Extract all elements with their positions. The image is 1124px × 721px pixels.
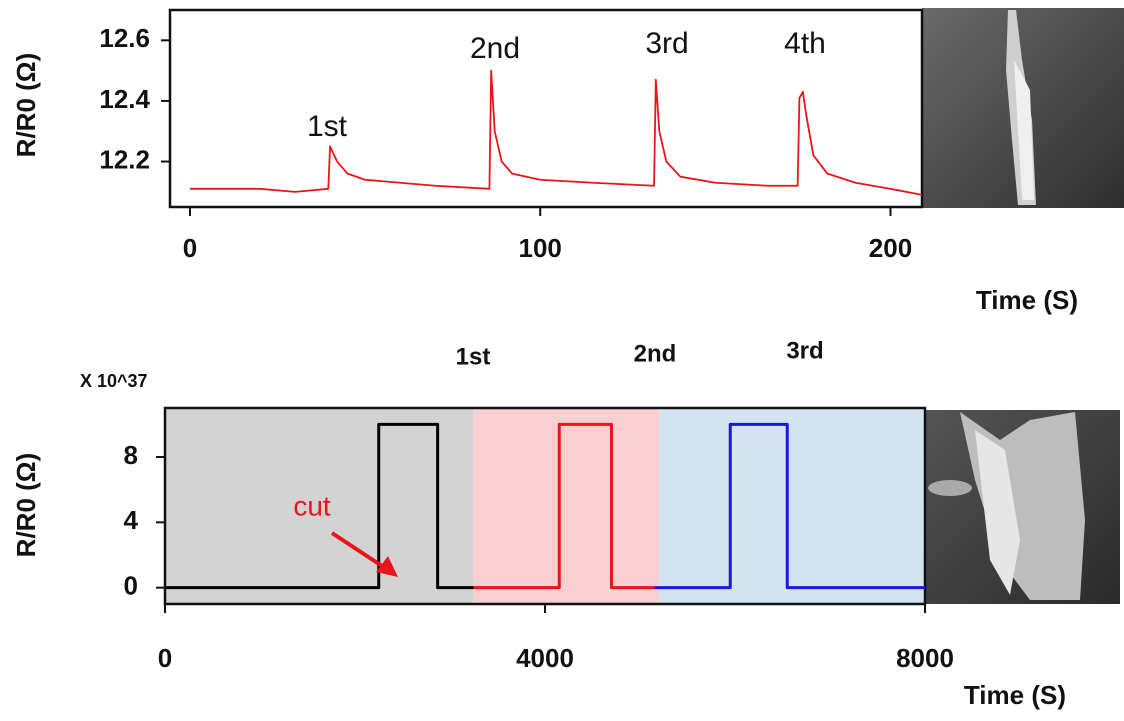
y-axis-title: R/R0 (Ω) (11, 453, 41, 558)
x-axis-title: Time (S) (964, 680, 1066, 710)
y-tick-label: 8 (124, 440, 138, 470)
x-tick-label: 8000 (896, 643, 954, 673)
shaded-span (165, 408, 474, 604)
annotation-arrow (330, 531, 387, 570)
data-line (473, 422, 655, 590)
annotation: 1st (307, 110, 348, 143)
y-multiplier: X 10^37 (80, 371, 148, 391)
data-line (189, 69, 923, 196)
y-tick-label: 12.2 (99, 144, 150, 174)
annotation: 4th (784, 27, 826, 60)
y-tick-label: 12.4 (99, 84, 150, 114)
data-line (165, 422, 474, 590)
annotation: 3rd (786, 337, 823, 364)
y-tick-label: 0 (124, 571, 138, 601)
x-tick-label: 0 (158, 643, 172, 673)
sem-image-bottom (925, 410, 1120, 604)
y-axis-title: R/R0 (Ω) (11, 53, 41, 158)
annotation-arrowhead (376, 556, 398, 577)
shaded-span (473, 408, 659, 604)
x-tick-label: 200 (869, 233, 912, 263)
annotation: 3rd (645, 27, 688, 60)
plot-frame (168, 8, 924, 209)
annotation: 1st (456, 343, 491, 370)
x-axis-title: Time (S) (976, 285, 1078, 315)
y-tick-label: 12.6 (99, 23, 150, 53)
x-tick-label: 100 (519, 233, 562, 263)
annotation: 2nd (634, 340, 677, 367)
data-line (654, 422, 925, 590)
sem-image-top (922, 8, 1124, 208)
annotation: cut (293, 490, 331, 521)
x-tick-label: 4000 (516, 643, 574, 673)
y-tick-label: 4 (124, 505, 139, 535)
shaded-span (659, 408, 925, 604)
x-tick-label: 0 (183, 233, 197, 263)
annotation: 2nd (470, 32, 520, 65)
